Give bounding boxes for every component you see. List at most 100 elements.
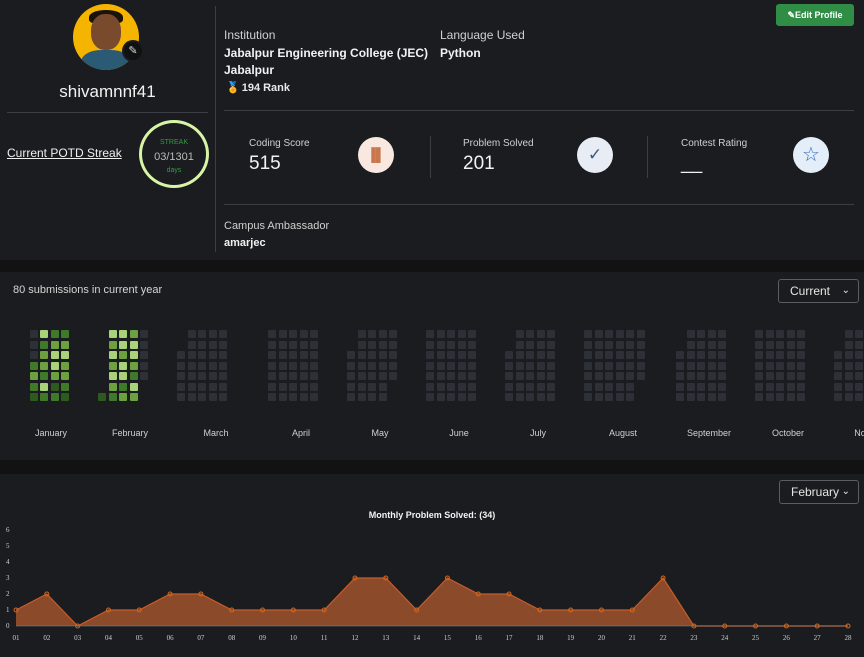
heatmap-cell[interactable]	[697, 382, 705, 391]
heatmap-cell[interactable]	[605, 330, 613, 338]
heatmap-cell[interactable]	[765, 393, 774, 401]
heatmap-cell[interactable]	[278, 372, 287, 380]
heatmap-cell[interactable]	[765, 382, 774, 391]
heatmap-cell[interactable]	[797, 330, 805, 338]
heatmap-cell[interactable]	[755, 393, 763, 401]
heatmap-cell[interactable]	[357, 351, 366, 359]
heatmap-cell[interactable]	[198, 382, 206, 391]
heatmap-cell[interactable]	[29, 351, 38, 359]
heatmap-cell[interactable]	[299, 372, 308, 380]
heatmap-cell[interactable]	[707, 382, 716, 391]
heatmap-cell[interactable]	[389, 372, 397, 380]
heatmap-cell[interactable]	[457, 361, 466, 370]
heatmap-cell[interactable]	[177, 372, 185, 380]
heatmap-cell[interactable]	[594, 351, 603, 359]
heatmap-cell[interactable]	[605, 393, 613, 401]
heatmap-cell[interactable]	[119, 351, 127, 359]
heatmap-cell[interactable]	[786, 372, 795, 380]
heatmap-cell[interactable]	[855, 382, 863, 391]
heatmap-cell[interactable]	[187, 393, 196, 401]
heatmap-cell[interactable]	[368, 361, 376, 370]
heatmap-cell[interactable]	[526, 351, 534, 359]
heatmap-cell[interactable]	[855, 330, 863, 338]
heatmap-cell[interactable]	[219, 340, 227, 349]
heatmap-cell[interactable]	[547, 393, 555, 401]
heatmap-cell[interactable]	[219, 372, 227, 380]
heatmap-cell[interactable]	[605, 361, 613, 370]
month-select[interactable]: February ⌄	[779, 480, 859, 504]
heatmap-cell[interactable]	[187, 382, 196, 391]
heatmap-cell[interactable]	[129, 361, 138, 370]
heatmap-cell[interactable]	[61, 351, 69, 359]
heatmap-cell[interactable]	[61, 372, 69, 380]
heatmap-cell[interactable]	[457, 351, 466, 359]
heatmap-cell[interactable]	[50, 351, 59, 359]
heatmap-cell[interactable]	[347, 393, 355, 401]
year-select[interactable]: Current ⌄	[778, 279, 859, 303]
heatmap-cell[interactable]	[697, 372, 705, 380]
heatmap-cell[interactable]	[389, 330, 397, 338]
heatmap-cell[interactable]	[686, 393, 695, 401]
heatmap-cell[interactable]	[615, 372, 624, 380]
heatmap-cell[interactable]	[50, 330, 59, 338]
heatmap-cell[interactable]	[310, 361, 318, 370]
heatmap-cell[interactable]	[786, 393, 795, 401]
heatmap-cell[interactable]	[536, 340, 545, 349]
heatmap-cell[interactable]	[98, 393, 106, 401]
heatmap-cell[interactable]	[594, 382, 603, 391]
heatmap-cell[interactable]	[776, 330, 784, 338]
heatmap-cell[interactable]	[755, 372, 763, 380]
heatmap-cell[interactable]	[310, 393, 318, 401]
heatmap-cell[interactable]	[615, 393, 624, 401]
heatmap-cell[interactable]	[547, 330, 555, 338]
heatmap-cell[interactable]	[357, 382, 366, 391]
heatmap-cell[interactable]	[605, 372, 613, 380]
heatmap-cell[interactable]	[457, 330, 466, 338]
heatmap-cell[interactable]	[584, 330, 592, 338]
heatmap-cell[interactable]	[718, 382, 726, 391]
heatmap-cell[interactable]	[686, 382, 695, 391]
heatmap-cell[interactable]	[378, 340, 387, 349]
heatmap-cell[interactable]	[378, 393, 387, 401]
heatmap-cell[interactable]	[357, 372, 366, 380]
heatmap-cell[interactable]	[187, 330, 196, 338]
heatmap-cell[interactable]	[299, 330, 308, 338]
heatmap-cell[interactable]	[626, 330, 634, 338]
heatmap-cell[interactable]	[686, 351, 695, 359]
heatmap-cell[interactable]	[536, 393, 545, 401]
heatmap-cell[interactable]	[626, 393, 634, 401]
heatmap-cell[interactable]	[547, 340, 555, 349]
heatmap-cell[interactable]	[278, 330, 287, 338]
heatmap-cell[interactable]	[289, 382, 297, 391]
pencil-icon[interactable]: ✎	[122, 40, 144, 62]
heatmap-cell[interactable]	[40, 351, 48, 359]
heatmap-cell[interactable]	[447, 393, 455, 401]
heatmap-cell[interactable]	[605, 340, 613, 349]
heatmap-cell[interactable]	[119, 361, 127, 370]
heatmap-cell[interactable]	[50, 361, 59, 370]
heatmap-cell[interactable]	[765, 340, 774, 349]
heatmap-cell[interactable]	[615, 351, 624, 359]
heatmap-cell[interactable]	[426, 393, 434, 401]
heatmap-cell[interactable]	[505, 393, 513, 401]
heatmap-cell[interactable]	[310, 372, 318, 380]
heatmap-cell[interactable]	[208, 330, 217, 338]
heatmap-cell[interactable]	[219, 361, 227, 370]
heatmap-cell[interactable]	[515, 351, 524, 359]
heatmap-cell[interactable]	[447, 361, 455, 370]
heatmap-cell[interactable]	[129, 372, 138, 380]
heatmap-cell[interactable]	[515, 330, 524, 338]
heatmap-cell[interactable]	[584, 393, 592, 401]
heatmap-cell[interactable]	[515, 393, 524, 401]
heatmap-cell[interactable]	[626, 351, 634, 359]
heatmap-cell[interactable]	[676, 351, 684, 359]
heatmap-cell[interactable]	[797, 340, 805, 349]
heatmap-cell[interactable]	[368, 330, 376, 338]
heatmap-cell[interactable]	[834, 393, 842, 401]
heatmap-cell[interactable]	[526, 361, 534, 370]
heatmap-cell[interactable]	[129, 393, 138, 401]
heatmap-cell[interactable]	[584, 382, 592, 391]
heatmap-cell[interactable]	[108, 372, 117, 380]
heatmap-cell[interactable]	[855, 361, 863, 370]
heatmap-cell[interactable]	[844, 361, 853, 370]
